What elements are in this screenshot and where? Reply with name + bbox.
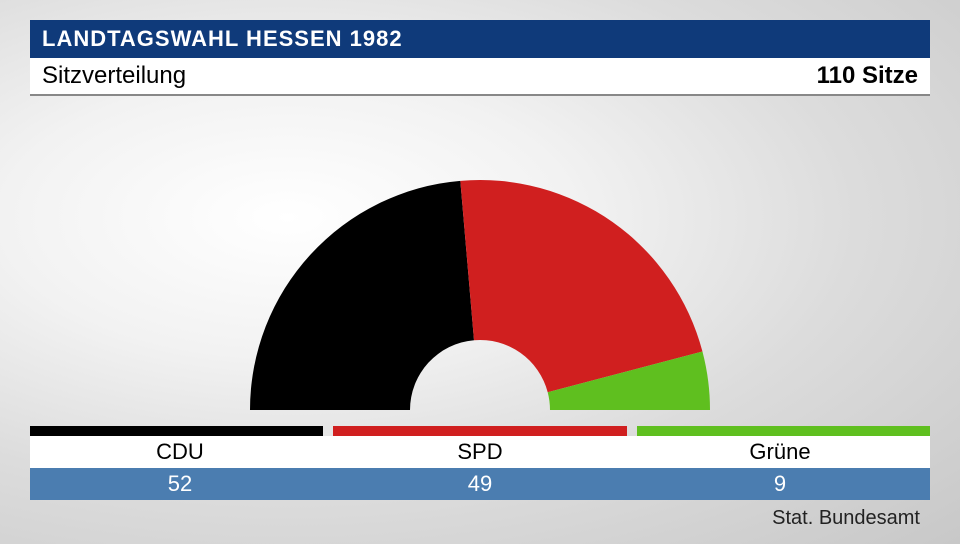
legend-value-spd: 49 <box>330 468 630 500</box>
subtitle-right: 110 Sitze <box>817 62 918 90</box>
legend-name-spd: SPD <box>330 436 630 468</box>
arc-spd <box>460 180 702 392</box>
chart-area <box>0 130 960 420</box>
legend-name-cdu: CDU <box>30 436 330 468</box>
legend-names-row: CDUSPDGrüne <box>30 436 930 468</box>
subtitle-left: Sitzverteilung <box>42 62 186 90</box>
legend-values-row: 52499 <box>30 468 930 500</box>
legend-value-cdu: 52 <box>30 468 330 500</box>
title-bar: LANDTAGSWAHL HESSEN 1982 <box>30 20 930 58</box>
legend-color-bars <box>30 426 930 436</box>
legend-bar-grüne <box>637 426 930 436</box>
legend-value-grüne: 9 <box>630 468 930 500</box>
subtitle-bar: Sitzverteilung 110 Sitze <box>30 58 930 96</box>
source-credit: Stat. Bundesamt <box>772 507 920 530</box>
legend-name-grüne: Grüne <box>630 436 930 468</box>
legend-bar-cdu <box>30 426 323 436</box>
legend-bar-spd <box>333 426 626 436</box>
header: LANDTAGSWAHL HESSEN 1982 Sitzverteilung … <box>30 20 930 96</box>
arc-cdu <box>250 181 474 410</box>
page-root: LANDTAGSWAHL HESSEN 1982 Sitzverteilung … <box>0 0 960 544</box>
legend: CDUSPDGrüne 52499 <box>30 426 930 500</box>
hemicycle-chart <box>180 160 780 420</box>
